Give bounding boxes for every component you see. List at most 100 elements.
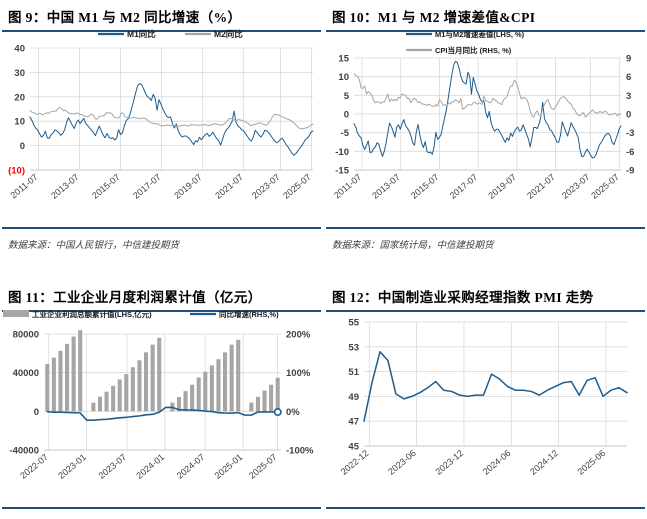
y-axis-tick-label: -40000 [9,446,39,457]
figure-10-title-rule [326,30,645,32]
figure-10-source-rule [326,227,645,229]
bar [117,379,122,412]
y-axis-tick-label: -10 [335,147,349,158]
y-axis-tick-label: 80000 [13,330,39,341]
bar [229,344,234,412]
figure-panel-12: 图 12：中国制造业采购经理指数 PMI 走势 55 53 51 49 47 45 2022… [324,280,647,519]
x-axis-tick-label: 2025-07 [247,452,279,481]
series-line [29,83,314,156]
figure-9-source: 数据来源：中国人民银行，中信建投期货 [8,241,180,251]
figure-12-plot: 55 53 51 49 47 45 2022-12 2023-06 2023-12 2024-06… [324,308,647,498]
y-axis-tick-label: 0 [34,407,39,418]
figure-10-source: 数据来源：国家统计局，中信建投期货 [332,241,494,251]
x-axis-tick-label: 2019-07 [486,172,518,201]
bar [104,391,109,412]
figure-panel-9: 图 9：中国 M1 与 M2 同比增速（%） 40 30 20 10 0 (10) 2011… [0,0,323,259]
bar [78,330,83,412]
x-axis-tick-label: 2017-07 [131,172,163,201]
bar [150,344,155,412]
figure-11-title-rule [2,310,321,312]
legend-label: M1同比 [127,29,156,39]
y2-axis-tick-label: 100% [286,368,311,379]
bar [51,357,56,412]
bar [236,339,241,412]
y-axis-tick-label: 5 [344,91,350,102]
x-axis-tick-label: 2021-07 [213,172,245,201]
figure-11-title: 图 11：工业企业月度利润累计值（亿元） [8,290,262,305]
y2-axis-tick-label: 6 [626,72,631,83]
y2-axis-tick-label: -3 [626,128,634,139]
figure-10-plot: 15 10 5 0 -5 -10 -15 9 6 3 0 -3 -6 -9 2011-07 2013-07 20… [324,28,647,218]
x-axis-tick-label: 2015-07 [409,172,441,201]
y2-axis-tick-label: -9 [626,166,634,177]
bar [255,396,260,412]
bar [190,384,195,412]
y-axis-tick-label: 53 [348,342,359,353]
figure-12-title-rule [326,310,645,312]
x-axis-tick-label: 2025-07 [589,172,621,201]
y-axis-tick-label: 45 [348,442,359,453]
series-line [353,60,622,159]
x-axis-tick-label: 2013-07 [49,172,81,201]
bar [144,352,149,412]
legend-label: CPI当月同比 (RHS, %) [435,45,512,55]
bar [157,337,162,412]
figure-panel-11: 图 11：工业企业月度利润累计值（亿元） 80000 40000 0 -40000 20… [0,280,323,519]
y-axis-tick-label: 49 [348,392,359,403]
y-axis-tick-label: 20 [14,92,25,103]
bar [183,391,188,412]
bar [124,374,129,412]
series-line [29,107,314,130]
x-axis-tick-label: 2023-07 [97,452,129,481]
x-axis-tick-label: 2023-01 [56,452,88,481]
y-axis-tick-label: -15 [335,166,349,177]
bar [58,350,63,412]
y-axis-tick-label: 40000 [13,368,39,379]
y-axis-tick-label: 55 [348,318,359,329]
bar [111,385,116,412]
y2-axis-tick-label: 9 [626,54,631,65]
x-axis-tick-label: 2024-07 [175,452,207,481]
y2-axis-tick-label: 0 [626,110,631,121]
x-axis-tick-label: 2024-06 [481,448,513,477]
legend-swatch [3,310,29,317]
figure-12-title: 图 12：中国制造业采购经理指数 PMI 走势 [332,290,594,305]
bar [130,367,135,412]
figure-12-source-rule [326,507,645,509]
y-axis-tick-label: 51 [348,367,359,378]
x-axis-tick-label: 2024-12 [528,448,560,477]
x-axis-tick-label: 2023-06 [386,448,418,477]
figure-10-title: 图 10：M1 与 M2 增速差值&CPI [332,10,536,25]
y2-axis-tick-label: -100% [286,446,314,457]
bar [65,343,70,412]
x-axis-tick-label: 2019-07 [172,172,204,201]
series-line [353,73,622,118]
figure-9-source-rule [2,227,321,229]
y-axis-tick-label: 0 [344,110,349,121]
x-axis-tick-label: 2025-01 [213,452,245,481]
figure-11-plot: 80000 40000 0 -40000 200% 100% 0% -100% 2022-07 2… [0,308,323,498]
y-axis-tick-label: 15 [338,54,349,65]
x-axis-tick-label: 2024-01 [134,452,166,481]
figure-11-source-rule [2,507,321,509]
bar [71,336,76,412]
y-axis-tick-label: 10 [14,117,25,128]
y2-axis-tick-label: 0% [286,407,300,418]
x-axis-tick-label: 2025-07 [281,172,313,201]
y-axis-tick-label: 30 [14,68,25,79]
y-axis-tick-label: 10 [338,72,349,83]
y-axis-tick-label: (10) [8,166,25,177]
y-axis-tick-label: -5 [341,128,350,139]
bar [203,371,208,412]
bar [137,360,142,412]
figure-9-title: 图 9：中国 M1 与 M2 同比增速（%） [8,10,242,25]
x-axis-tick-label: 2015-07 [90,172,122,201]
legend-label: 工业企业利润总额累计值(LHS,亿元) [32,309,152,319]
y-axis-tick-label: 0 [20,141,25,152]
bar [97,396,102,412]
y-axis-tick-label: 47 [348,417,359,428]
x-axis-tick-label: 2025-06 [576,448,608,477]
